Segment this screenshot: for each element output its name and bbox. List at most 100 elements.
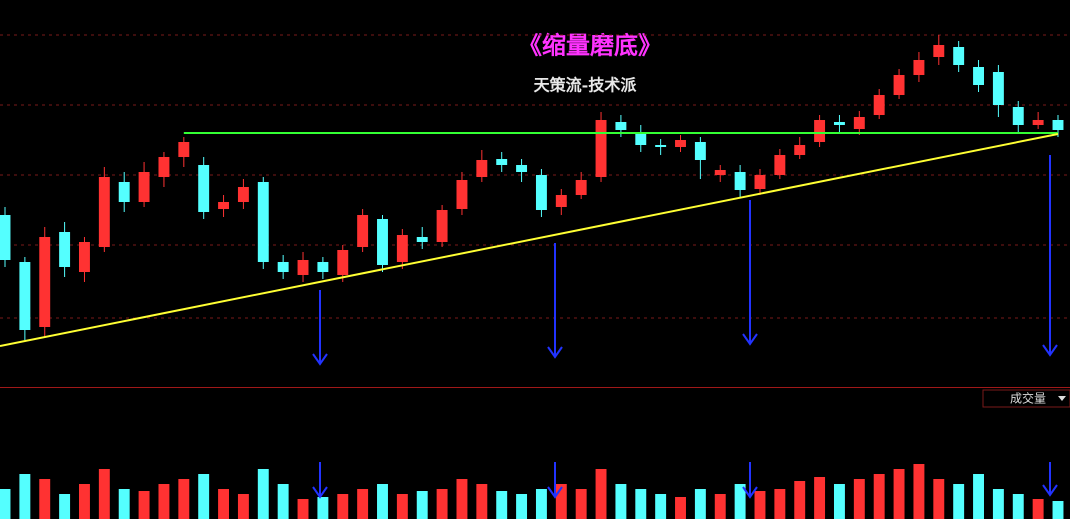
volume-bar [337, 494, 349, 519]
candle-body [138, 172, 150, 202]
volume-bar [814, 477, 826, 519]
candle-body [436, 210, 448, 242]
candle-body [257, 182, 269, 262]
candle-body [734, 172, 746, 190]
volume-bar [357, 489, 369, 519]
volume-bar [297, 499, 309, 519]
volume-bar [714, 494, 726, 519]
volume-bar [496, 491, 508, 519]
volume-bar [436, 489, 448, 519]
candle-body [1012, 107, 1024, 125]
volume-bar [1032, 499, 1044, 519]
candle-body [39, 237, 51, 327]
volume-bar [933, 479, 945, 519]
candle-body [774, 155, 786, 175]
candle-body [178, 142, 190, 157]
volume-bar [635, 489, 647, 519]
candle-body [456, 180, 468, 209]
candle-body [0, 215, 11, 260]
candle-body [1052, 120, 1064, 130]
trend-line [0, 133, 1059, 347]
candle-body [416, 237, 428, 242]
volume-bar [992, 489, 1004, 519]
dropdown-icon[interactable] [1058, 396, 1066, 401]
candle-body [893, 75, 905, 95]
volume-bar [893, 469, 905, 519]
candle-body [297, 260, 309, 275]
candle-body [396, 235, 408, 262]
candle-body [575, 180, 587, 195]
volume-bar [178, 479, 190, 519]
candle-body [992, 72, 1004, 105]
volume-bar [535, 489, 547, 519]
volume-bar [59, 494, 71, 519]
candle-body [635, 132, 647, 145]
volume-bar [774, 489, 786, 519]
candle-body [198, 165, 210, 212]
candle-body [516, 165, 528, 172]
volume-bar [575, 489, 587, 519]
volume-bar [476, 484, 488, 519]
volume-bar [694, 489, 706, 519]
candle-body [794, 145, 806, 155]
candle-body [814, 120, 826, 142]
volume-bar [734, 484, 746, 519]
volume-bar [913, 464, 925, 519]
volume-bar [416, 491, 428, 519]
volume-selector[interactable] [982, 389, 1070, 408]
candle-body [595, 120, 607, 177]
volume-bar [873, 474, 885, 519]
candle-body [79, 242, 90, 272]
candle-body [933, 45, 945, 57]
candle-body [158, 157, 170, 177]
candle-body [237, 187, 249, 202]
candle-body [973, 67, 984, 85]
arrows [312, 155, 1058, 499]
volume-bar [39, 479, 51, 519]
volume-bar [396, 494, 408, 519]
volume-bar [377, 484, 388, 519]
volume-bar [754, 491, 766, 519]
volume-bar [953, 484, 965, 519]
candle-body [833, 122, 845, 125]
candle-body [694, 142, 706, 160]
volume-bar [277, 484, 289, 519]
candle-body [873, 95, 885, 115]
volume-bar [853, 479, 865, 519]
volume-bar [19, 474, 31, 519]
candle-body [496, 159, 508, 165]
plot-area [0, 34, 1070, 519]
volume-bar [158, 484, 170, 519]
candle-body [953, 47, 965, 65]
volume-bar [833, 484, 845, 519]
candle-body [98, 177, 110, 247]
candle-body [59, 232, 71, 267]
volume-bar [675, 497, 686, 519]
candle-body [853, 117, 865, 129]
volume-bar [973, 474, 984, 519]
volume-bar [516, 494, 528, 519]
candle-body [337, 250, 349, 275]
volume-bar [257, 469, 269, 519]
chart-subtitle: 天策流-技术派 [534, 76, 638, 95]
volume-bar [555, 484, 567, 519]
volume-bar [79, 484, 90, 519]
volume-bar [615, 484, 627, 519]
volume-bar [595, 469, 607, 519]
candle-body [317, 262, 329, 272]
candle-body [277, 262, 289, 272]
candle-body [377, 219, 388, 265]
candle-body [535, 175, 547, 210]
volume-bar [794, 481, 806, 519]
candle-body [555, 195, 567, 207]
volume-bar [1012, 494, 1024, 519]
volume-bar [218, 489, 230, 519]
candle-body [655, 145, 667, 147]
volume-bar [138, 491, 150, 519]
volume-bar [655, 494, 667, 519]
volume-bar [317, 497, 329, 519]
candle-body [19, 262, 31, 330]
volume-bar [98, 469, 110, 519]
